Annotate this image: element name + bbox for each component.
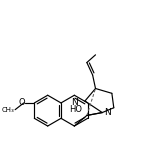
Text: N: N bbox=[104, 108, 110, 117]
Text: O: O bbox=[18, 98, 25, 107]
Text: HO: HO bbox=[69, 105, 82, 114]
Text: N: N bbox=[71, 98, 78, 107]
Text: CH₃: CH₃ bbox=[1, 107, 14, 113]
